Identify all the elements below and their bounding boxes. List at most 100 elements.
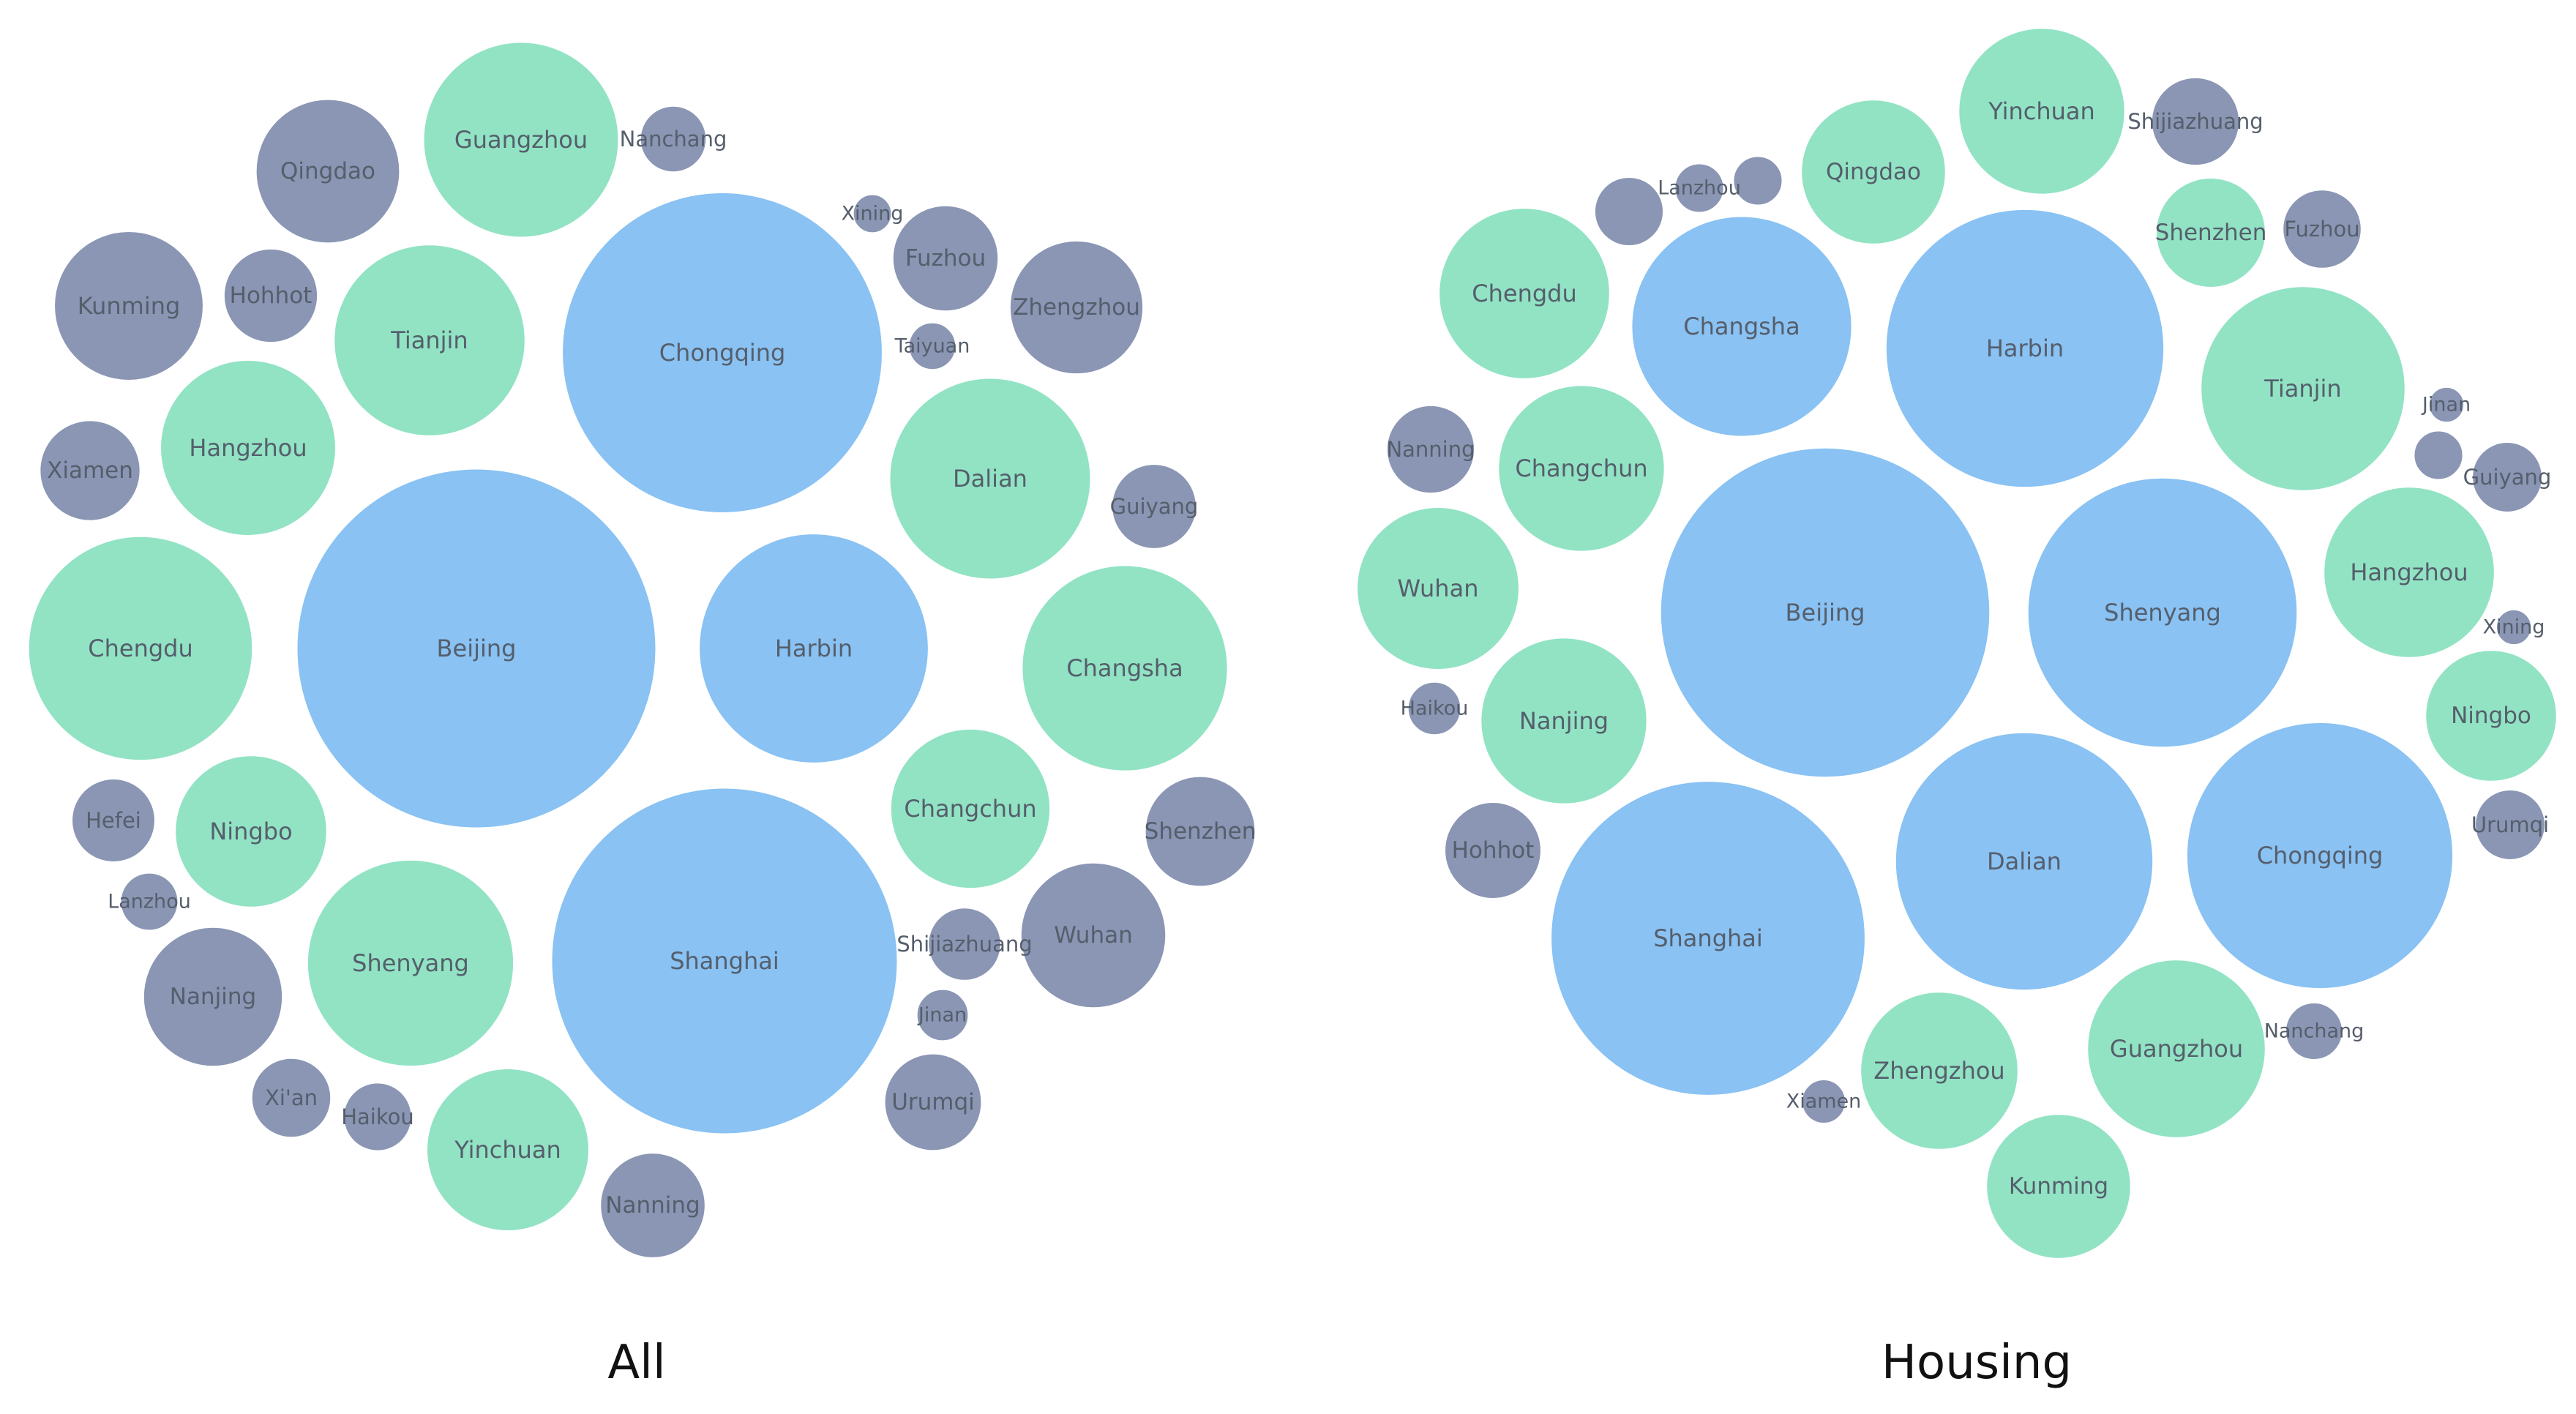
- bubble-label-housing-hohhot: Hohhot: [1452, 837, 1535, 864]
- bubble-label-housing-harbin: Harbin: [1986, 334, 2064, 362]
- bubble-label-housing-shenyang: Shenyang: [2104, 599, 2221, 626]
- bubble-housing-shijiazhuang: [2151, 77, 2240, 166]
- bubble-housing-nanning: [1386, 405, 1475, 494]
- bubble-label-all-jinan: Jinan: [917, 1004, 967, 1027]
- bubble-all-lanzhou: [120, 872, 179, 931]
- bubble-label-housing-urumqi: Urumqi: [2471, 812, 2549, 837]
- bubble-housing-haikou: [1407, 681, 1461, 736]
- bubble-housing-shenyang: [2027, 477, 2298, 748]
- bubble-label-all-fuzhou: Fuzhou: [905, 245, 986, 272]
- bubble-label-all-shenzhen: Shenzhen: [1145, 818, 1257, 845]
- bubble-all-changchun: [890, 728, 1051, 889]
- bubble-label-housing-guangzhou: Guangzhou: [2110, 1035, 2243, 1063]
- bubble-all-tianjin: [333, 244, 526, 437]
- bubble-all-zhengzhou: [1009, 240, 1144, 375]
- bubble-all-chongqing: [561, 192, 883, 514]
- bubble-label-all-hohhot: Hohhot: [230, 283, 312, 309]
- bubble-housing-changchun: [1497, 384, 1666, 553]
- bubble-label-all-xi-an: Xi'an: [265, 1085, 318, 1110]
- chart-title-housing: Housing: [1881, 1336, 2073, 1390]
- bubble-label-all-taiyuan: Taiyuan: [894, 335, 970, 358]
- bubble-housing-ningbo: [2425, 649, 2558, 782]
- bubble-all-fuzhou: [892, 205, 999, 312]
- bubble-housing-changsha: [1630, 215, 1853, 438]
- bubble-label-housing-xiamen: Xiamen: [1786, 1091, 1862, 1113]
- bubble-label-all-yinchuan: Yinchuan: [454, 1136, 561, 1164]
- bubble-label-housing-xining: Xining: [2483, 616, 2545, 639]
- bubble-housing-unlabeled: [1594, 176, 1664, 247]
- bubble-label-housing-hangzhou: Hangzhou: [2350, 558, 2468, 586]
- bubble-label-all-xiamen: Xiamen: [47, 457, 133, 484]
- bubble-label-housing-shanghai: Shanghai: [1653, 924, 1763, 952]
- bubble-label-housing-beijing: Beijing: [1786, 599, 1865, 626]
- bubble-housing-unlabeled: [1732, 155, 1783, 206]
- bubble-housing-urumqi: [2474, 789, 2546, 861]
- bubble-all-ningbo: [174, 755, 328, 908]
- bubble-label-all-zhengzhou: Zhengzhou: [1013, 294, 1140, 321]
- bubble-all-harbin: [698, 533, 929, 764]
- bubble-label-all-guangzhou: Guangzhou: [454, 126, 588, 154]
- bubble-label-housing-chongqing: Chongqing: [2257, 842, 2384, 869]
- bubble-housing-hohhot: [1444, 801, 1542, 899]
- bubble-all-hefei: [71, 778, 156, 863]
- bubble-label-housing-lanzhou: Lanzhou: [1658, 177, 1741, 200]
- bubble-label-housing-ningbo: Ningbo: [2451, 703, 2531, 729]
- bubble-label-all-ningbo: Ningbo: [209, 818, 292, 845]
- bubble-label-housing-haikou: Haikou: [1401, 697, 1469, 720]
- bubble-housing-xiamen: [1801, 1079, 1846, 1124]
- bubble-all-nanjing: [143, 927, 283, 1067]
- bubble-label-housing-jinan: Jinan: [2421, 394, 2471, 416]
- bubble-all-shenzhen: [1145, 776, 1256, 887]
- bubble-all-shenyang: [307, 859, 514, 1067]
- bubble-label-housing-changchun: Changchun: [1515, 454, 1647, 482]
- bubble-label-all-shijiazhuang: Shijiazhuang: [896, 932, 1032, 957]
- bubble-housing-xining: [2496, 609, 2532, 646]
- bubble-all-nanning: [599, 1152, 706, 1259]
- bubble-label-housing-dalian: Dalian: [1987, 848, 2062, 875]
- bubble-label-all-hefei: Hefei: [86, 808, 141, 833]
- bubble-all-xining: [853, 194, 892, 233]
- bubble-all-chengdu: [28, 536, 253, 761]
- bubble-housing-guiyang: [2471, 441, 2543, 513]
- bubble-all-kunming: [53, 231, 204, 381]
- bubble-label-all-tianjin: Tianjin: [390, 326, 468, 354]
- bubble-all-yinchuan: [426, 1068, 590, 1232]
- bubble-all-xi-an: [251, 1058, 332, 1138]
- bubble-all-wuhan: [1020, 862, 1167, 1009]
- bubble-housing-dalian: [1895, 732, 2154, 991]
- bubble-label-housing-zhengzhou: Zhengzhou: [1873, 1057, 2004, 1085]
- bubble-label-all-hangzhou: Hangzhou: [189, 434, 307, 462]
- bubble-label-all-nanning: Nanning: [605, 1192, 700, 1219]
- bubble-housing-wuhan: [1356, 506, 1520, 670]
- bubble-label-all-changchun: Changchun: [904, 795, 1036, 823]
- bubble-label-all-kunming: Kunming: [78, 292, 181, 320]
- bubble-label-housing-shijiazhuang: Shijiazhuang: [2127, 109, 2263, 134]
- bubble-all-xiamen: [39, 419, 141, 522]
- bubble-label-housing-changsha: Changsha: [1683, 313, 1800, 340]
- bubble-all-shanghai: [551, 788, 898, 1134]
- bubble-housing-guangzhou: [2086, 959, 2266, 1139]
- bubble-housing-chengdu: [1438, 207, 1611, 380]
- bubble-housing-qingdao: [1800, 99, 1947, 245]
- bubble-label-all-guiyang: Guiyang: [1110, 494, 1199, 519]
- bubble-housing-shanghai: [1550, 780, 1866, 1096]
- bubble-all-hohhot: [223, 248, 318, 343]
- bubble-all-nanchang: [640, 105, 707, 173]
- bubble-label-all-qingdao: Qingdao: [280, 158, 375, 184]
- bubble-label-housing-tianjin: Tianjin: [2264, 375, 2341, 403]
- bubble-chart-housing: Beijing Shanghai Harbin Shenyang Chongqing Da…: [1356, 27, 2558, 1260]
- chart-title-all: All: [607, 1336, 666, 1390]
- bubble-label-all-shenyang: Shenyang: [352, 949, 469, 977]
- bubble-housing-tianjin: [2200, 285, 2406, 492]
- bubble-all-jinan: [916, 989, 969, 1041]
- bubble-label-all-shanghai: Shanghai: [670, 947, 779, 975]
- bubble-label-all-nanjing: Nanjing: [170, 984, 256, 1010]
- bubble-all-haikou: [342, 1082, 413, 1152]
- bubble-housing-kunming: [1985, 1113, 2132, 1260]
- bubble-chart-all: Beijing Shanghai Chongqing Harbin Chengdu Cha…: [28, 42, 1257, 1259]
- bubble-housing-unlabeled: [2413, 430, 2464, 481]
- bubble-housing-harbin: [1885, 209, 2165, 488]
- bubble-all-hangzhou: [160, 359, 337, 536]
- bubble-housing-nanchang: [2285, 1002, 2343, 1060]
